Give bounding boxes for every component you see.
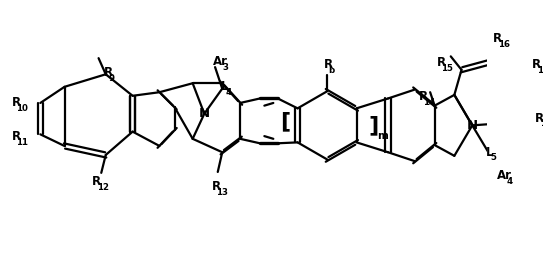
Text: 10: 10 (16, 104, 28, 113)
Text: 17: 17 (537, 66, 543, 75)
Text: R: R (104, 66, 113, 79)
Text: Ar: Ar (213, 55, 228, 68)
Text: b: b (329, 66, 334, 75)
Text: 16: 16 (498, 40, 510, 49)
Text: 3: 3 (222, 63, 228, 72)
Text: L: L (485, 146, 493, 159)
Text: R: R (211, 180, 220, 193)
Text: N: N (199, 107, 210, 120)
Text: Ar: Ar (497, 169, 513, 182)
Text: 14: 14 (424, 98, 435, 107)
Text: 5: 5 (490, 153, 496, 162)
Text: L: L (220, 80, 228, 93)
Text: 12: 12 (97, 183, 109, 192)
Text: ]: ] (368, 115, 378, 135)
Text: 15: 15 (441, 64, 453, 73)
Text: R: R (535, 112, 543, 125)
Text: [: [ (281, 111, 291, 131)
Text: R: R (11, 96, 21, 109)
Text: m: m (377, 131, 388, 141)
Text: 13: 13 (216, 188, 229, 197)
Text: R: R (437, 56, 446, 69)
Text: N: N (466, 119, 478, 132)
Text: 11: 11 (16, 138, 28, 147)
Text: 4: 4 (506, 177, 512, 186)
Text: R: R (419, 90, 428, 103)
Text: R: R (92, 175, 102, 188)
Text: R: R (324, 58, 333, 71)
Text: R: R (11, 130, 21, 143)
Text: R: R (532, 58, 541, 71)
Text: 18: 18 (540, 120, 543, 128)
Text: 4: 4 (225, 88, 231, 97)
Text: 9: 9 (109, 74, 115, 83)
Text: R: R (493, 32, 502, 45)
